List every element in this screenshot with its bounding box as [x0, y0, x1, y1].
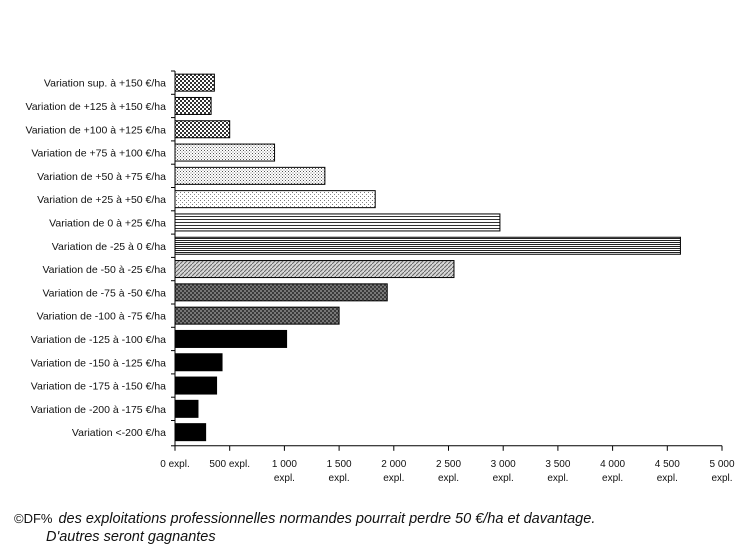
- bar: [174, 213, 501, 232]
- x-tick-label: expl.: [274, 473, 295, 484]
- copyright-mark: ©DF%: [14, 511, 53, 526]
- bar: [174, 166, 326, 185]
- x-tick-label: expl.: [711, 473, 732, 484]
- category-label: Variation de -100 à -75 €/ha: [37, 311, 167, 323]
- category-label: Variation de +50 à +75 €/ha: [37, 171, 166, 183]
- x-tick-label: expl.: [602, 473, 623, 484]
- bar: [174, 143, 276, 162]
- bar: [174, 120, 231, 139]
- x-tick-label: 4 000: [600, 459, 625, 470]
- x-tick-label: 4 500: [655, 459, 680, 470]
- bar: [174, 283, 388, 302]
- x-tick-label: expl.: [383, 473, 404, 484]
- x-tick-label: 500 expl.: [209, 459, 250, 470]
- x-tick-label: 1 000: [272, 459, 297, 470]
- bar: [174, 306, 340, 325]
- x-tick-label: 3 000: [491, 459, 516, 470]
- bar: [174, 329, 288, 348]
- category-label: Variation de +25 à +50 €/ha: [37, 194, 166, 206]
- category-label: Variation sup. à +150 €/ha: [44, 78, 166, 90]
- bar-chart: Variation sup. à +150 €/ha Variation de +…: [25, 70, 735, 484]
- bar: [174, 236, 681, 255]
- x-tick-label: 2 000: [381, 459, 406, 470]
- x-tick-label: 3 500: [545, 459, 570, 470]
- x-tick-label: expl.: [657, 473, 678, 484]
- bar: [174, 399, 199, 418]
- x-tick-label: expl.: [438, 473, 459, 484]
- x-tick-label: 1 500: [327, 459, 352, 470]
- x-tick-label: expl.: [329, 473, 350, 484]
- category-label: Variation de -175 à -150 €/ha: [31, 381, 166, 393]
- x-tick-label: expl.: [547, 473, 568, 484]
- category-label: Variation de +75 à +100 €/ha: [31, 148, 166, 160]
- category-label: Variation de -150 à -125 €/ha: [31, 357, 166, 369]
- caption-line-1: des exploitations professionnelles norma…: [54, 511, 596, 527]
- x-tick-label: 5 000: [709, 459, 734, 470]
- x-tick-label: expl.: [493, 473, 514, 484]
- bar: [174, 73, 215, 92]
- caption: ©DF% des exploitations professionnelles …: [14, 510, 734, 546]
- category-label: Variation de 0 à +25 €/ha: [49, 217, 166, 229]
- caption-line-2: D'autres seront gagnantes: [46, 529, 216, 545]
- x-tick-label: 2 500: [436, 459, 461, 470]
- bar: [174, 423, 207, 442]
- bar: [174, 353, 223, 372]
- category-label: Variation de -25 à 0 €/ha: [52, 241, 166, 253]
- bar: [174, 376, 218, 395]
- bar: [174, 260, 455, 279]
- category-label: Variation <-200 €/ha: [72, 427, 166, 439]
- x-tick-label: 0 expl.: [160, 459, 189, 470]
- category-label: Variation de -75 à -50 €/ha: [42, 287, 166, 299]
- category-label: Variation de +125 à +150 €/ha: [25, 101, 166, 113]
- category-label: Variation de -50 à -25 €/ha: [42, 264, 166, 276]
- bar: [174, 96, 212, 115]
- category-label: Variation de -200 à -175 €/ha: [31, 404, 166, 416]
- bar: [174, 190, 376, 209]
- category-label: Variation de -125 à -100 €/ha: [31, 334, 166, 346]
- category-label: Variation de +100 à +125 €/ha: [25, 124, 166, 136]
